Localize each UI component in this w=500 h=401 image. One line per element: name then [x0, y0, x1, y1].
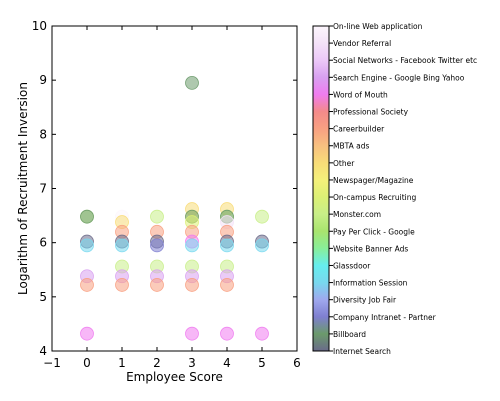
- colorbar-label: Vendor Referral: [333, 39, 391, 48]
- colorbar-label: On-campus Recruiting: [333, 193, 417, 202]
- data-point: [80, 326, 94, 341]
- data-point: [220, 326, 234, 341]
- colorbar-labels: Internet Search Billboard Company Intranet…: [329, 22, 477, 356]
- colorbar-label: Billboard: [333, 330, 366, 339]
- data-point: [150, 209, 164, 224]
- data-point: [220, 278, 234, 292]
- colorbar-label: Search Engine - Google Bing Yahoo: [333, 73, 465, 82]
- x-tick-label: 2: [153, 356, 161, 370]
- y-tick-label: 8: [39, 127, 47, 141]
- data-point: [255, 238, 269, 253]
- scatter-points: [80, 75, 269, 341]
- colorbar-label: Careerbuilder: [333, 125, 385, 134]
- colorbar-label: MBTA ads: [333, 142, 369, 151]
- data-point: [80, 278, 94, 292]
- colorbar-frame: [312, 25, 330, 352]
- x-tick-label: 5: [258, 356, 266, 370]
- y-axis-ticks: 4 5 6 7 8 9 10: [32, 19, 297, 358]
- colorbar-label: Professional Society: [333, 108, 409, 117]
- y-tick-label: 4: [39, 344, 47, 358]
- data-point: [220, 238, 234, 253]
- y-tick-label: 7: [39, 182, 47, 196]
- colorbar-label: Company Intranet - Partner: [333, 313, 437, 322]
- colorbar-label: Pay Per Click - Google: [333, 227, 415, 236]
- x-tick-label: 0: [83, 356, 91, 370]
- data-point: [115, 238, 129, 253]
- data-point: [185, 238, 199, 253]
- data-point: [80, 238, 94, 253]
- x-tick-label: 4: [223, 356, 231, 370]
- x-tick-label: 1: [118, 356, 126, 370]
- x-tick-label: 6: [293, 356, 301, 370]
- colorbar: Internet Search Billboard Company Intranet…: [312, 22, 477, 356]
- x-tick-label: −1: [43, 356, 61, 370]
- x-axis-label: Employee Score: [126, 370, 223, 384]
- data-point: [150, 278, 164, 292]
- colorbar-label: Social Networks - Facebook Twitter etc: [333, 56, 477, 65]
- data-point: [185, 326, 199, 341]
- plot-frame: [51, 25, 298, 352]
- colorbar-label: Word of Mouth: [333, 90, 388, 99]
- x-axis-ticks: −1 0 1 2 3 4 5 6: [43, 26, 301, 370]
- colorbar-label: Internet Search: [333, 347, 391, 356]
- y-tick-label: 5: [39, 290, 47, 304]
- y-axis-label: Logarithm of Recruitment Inversion: [16, 82, 30, 295]
- y-tick-label: 6: [39, 236, 47, 250]
- colorbar-label: Information Session: [333, 279, 408, 288]
- data-point: [185, 75, 199, 90]
- colorbar-label: Newspager/Magazine: [333, 176, 414, 185]
- colorbar-label: Website Banner Ads: [333, 244, 408, 253]
- colorbar-label: On-line Web application: [333, 22, 423, 31]
- colorbar-fill: [313, 26, 329, 351]
- data-point: [185, 278, 199, 292]
- colorbar-label: Monster.com: [333, 210, 381, 219]
- colorbar-label: Diversity Job Fair: [333, 296, 397, 305]
- y-tick-label: 10: [32, 19, 47, 33]
- colorbar-label: Other: [333, 159, 355, 168]
- data-point: [115, 278, 129, 292]
- data-point: [80, 209, 94, 224]
- colorbar-label: Glassdoor: [333, 261, 371, 270]
- x-tick-label: 3: [188, 356, 196, 370]
- y-tick-label: 9: [39, 73, 47, 87]
- data-point: [255, 209, 269, 224]
- data-point: [150, 238, 164, 253]
- data-point: [255, 326, 269, 341]
